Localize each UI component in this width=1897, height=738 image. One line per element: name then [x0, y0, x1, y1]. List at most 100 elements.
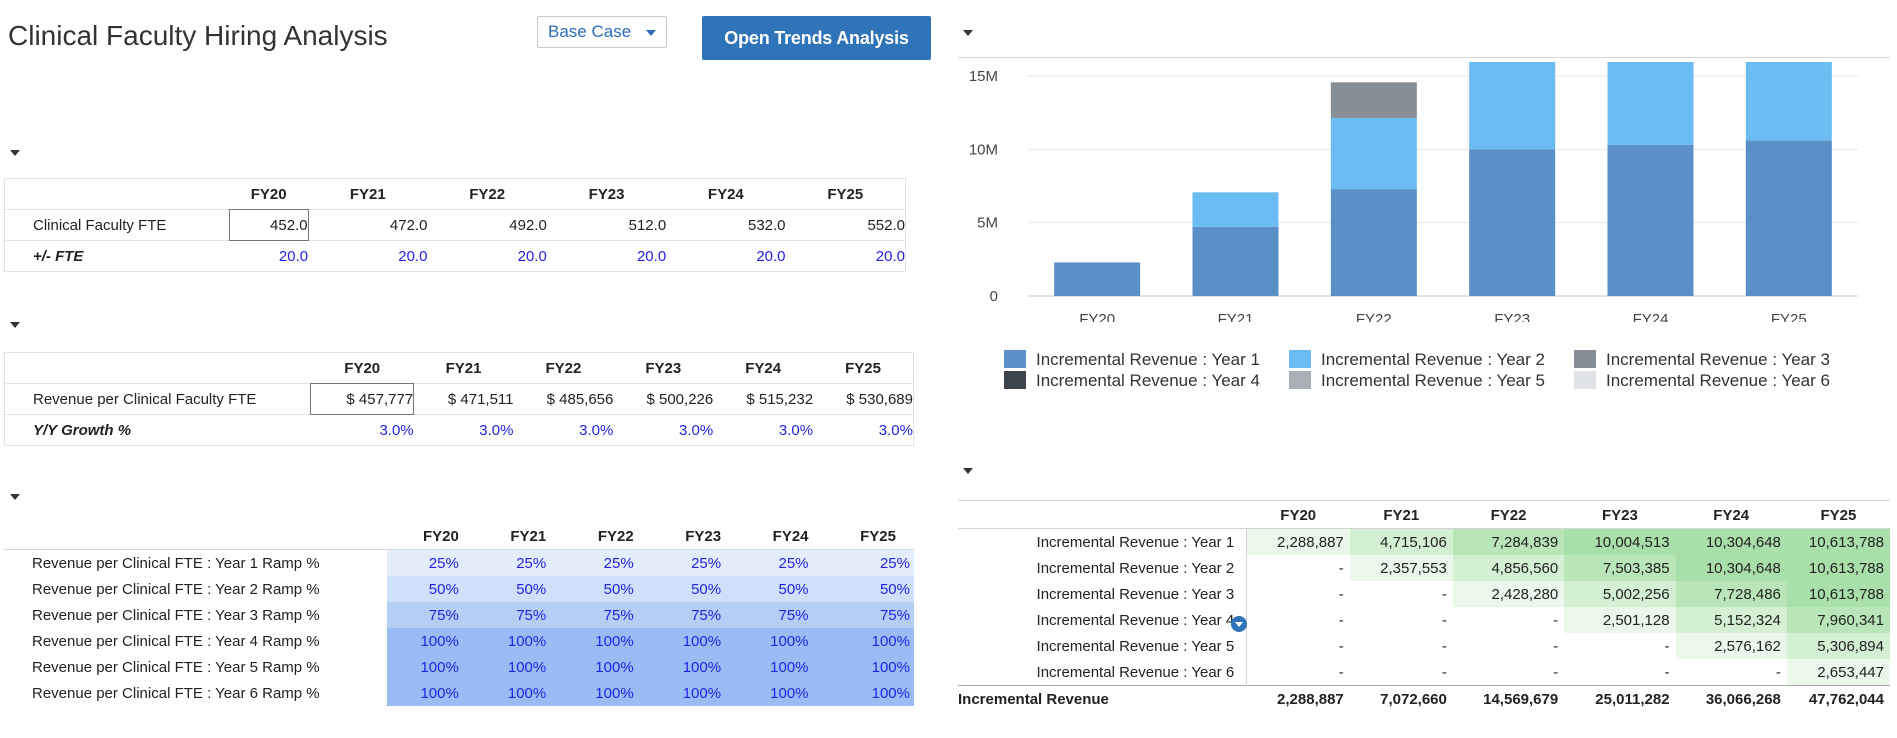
ramp-cell[interactable]: 25%	[808, 549, 914, 576]
ramp-cell[interactable]: 100%	[721, 628, 809, 654]
ramp-header-year: FY24	[772, 527, 809, 545]
ramp-cell[interactable]: 100%	[387, 628, 459, 654]
ramp-cell[interactable]: 50%	[808, 576, 914, 602]
ramp-cell[interactable]: 100%	[546, 654, 634, 680]
bar-segment[interactable]	[1607, 62, 1694, 145]
ramp-cell[interactable]: 25%	[721, 549, 809, 576]
bar-segment[interactable]	[1054, 262, 1141, 296]
revenue-cell[interactable]: $ 515,232	[746, 390, 814, 408]
revenue-cell[interactable]: $ 485,656	[546, 390, 614, 408]
fte-change-cell[interactable]: 20.0	[875, 247, 905, 265]
ramp-cell[interactable]: 100%	[808, 654, 914, 680]
table-row: Revenue per Clinical FTE : Year 4 Ramp %…	[4, 628, 914, 654]
legend-item[interactable]: Incremental Revenue : Year 2	[1289, 350, 1545, 370]
fte-change-cell[interactable]: 20.0	[756, 247, 786, 265]
fte-cell[interactable]: 472.0	[389, 216, 428, 234]
ramp-cell[interactable]: 100%	[458, 680, 547, 706]
fte-cell[interactable]: 512.0	[628, 216, 667, 234]
collapse-chart-section-icon[interactable]	[963, 30, 973, 36]
revenue-input-cell[interactable]: $ 457,777	[310, 383, 415, 415]
ramp-cell[interactable]: 100%	[633, 680, 722, 706]
fte-cell[interactable]: 552.0	[867, 216, 905, 234]
revenue-cell[interactable]: $ 471,511	[447, 390, 514, 408]
incremental-cell: -	[1553, 637, 1559, 655]
ramp-cell[interactable]: 100%	[808, 628, 914, 654]
ramp-cell[interactable]: 100%	[808, 680, 914, 706]
ramp-cell[interactable]: 100%	[546, 628, 634, 654]
collapse-ramp-section-icon[interactable]	[10, 494, 20, 500]
bar-segment[interactable]	[1469, 62, 1556, 150]
incremental-cell: -	[1246, 581, 1350, 607]
collapse-revenue-section-icon[interactable]	[10, 322, 20, 328]
ramp-cell[interactable]: 75%	[546, 602, 634, 628]
scenario-dropdown[interactable]: Base Case	[537, 16, 667, 48]
ramp-cell[interactable]: 100%	[546, 680, 634, 706]
revenue-cell[interactable]: $ 500,226	[646, 390, 714, 408]
ramp-cell[interactable]: 25%	[387, 549, 459, 576]
ramp-cell[interactable]: 50%	[458, 576, 547, 602]
open-trends-analysis-button[interactable]: Open Trends Analysis	[702, 16, 931, 60]
legend-item[interactable]: Incremental Revenue : Year 1	[1004, 350, 1260, 370]
ramp-cell[interactable]: 100%	[458, 654, 547, 680]
collapse-fte-section-icon[interactable]	[10, 150, 20, 156]
bar-segment[interactable]	[1330, 117, 1417, 190]
ramp-cell[interactable]: 50%	[546, 576, 634, 602]
fte-change-cell[interactable]: 20.0	[278, 247, 309, 265]
ramp-cell[interactable]: 50%	[387, 576, 459, 602]
row-label: Incremental Revenue : Year 5	[1036, 637, 1235, 655]
ramp-cell[interactable]: 75%	[808, 602, 914, 628]
bar-segment[interactable]	[1330, 82, 1417, 118]
revenue-cell[interactable]: $ 530,689	[846, 390, 913, 408]
table-row: Incremental Revenue : Year 1 2,288,887 4,7…	[958, 528, 1890, 555]
bar-segment[interactable]	[1330, 189, 1417, 296]
revenue-table: FY20 FY21 FY22 FY23 FY24 FY25 Revenue pe…	[4, 352, 914, 446]
fte-change-cell[interactable]: 20.0	[517, 247, 547, 265]
collapse-incremental-section-icon[interactable]	[963, 468, 973, 474]
total-label: Incremental Revenue	[958, 690, 1109, 708]
ramp-cell[interactable]: 100%	[721, 680, 809, 706]
fte-change-cell[interactable]: 20.0	[636, 247, 667, 265]
growth-cell[interactable]: 3.0%	[479, 421, 514, 439]
fte-input-cell[interactable]: 452.0	[228, 209, 309, 241]
ramp-cell[interactable]: 100%	[458, 628, 547, 654]
bar-segment[interactable]	[1192, 226, 1279, 296]
growth-cell[interactable]: 3.0%	[778, 421, 814, 439]
ramp-cell[interactable]: 25%	[458, 549, 547, 576]
fte-cell[interactable]: 492.0	[509, 216, 547, 234]
ramp-cell[interactable]: 25%	[633, 549, 722, 576]
ramp-cell[interactable]: 100%	[387, 680, 459, 706]
legend-item[interactable]: Incremental Revenue : Year 5	[1289, 371, 1545, 391]
legend-item[interactable]: Incremental Revenue : Year 4	[1004, 371, 1260, 391]
incremental-cell: 7,503,385	[1564, 555, 1676, 581]
x-tick-label: FY24	[1633, 311, 1669, 322]
fte-change-cell[interactable]: 20.0	[398, 247, 428, 265]
ramp-cell[interactable]: 100%	[633, 654, 722, 680]
bar-segment[interactable]	[1745, 140, 1832, 296]
ramp-cell[interactable]: 25%	[546, 549, 634, 576]
bar-segment[interactable]	[1192, 192, 1279, 227]
growth-cell[interactable]: 3.0%	[579, 421, 614, 439]
ramp-cell[interactable]: 75%	[633, 602, 722, 628]
ramp-cell[interactable]: 100%	[633, 628, 722, 654]
bar-segment[interactable]	[1607, 144, 1694, 296]
ramp-cell[interactable]: 75%	[387, 602, 459, 628]
legend-item[interactable]: Incremental Revenue : Year 3	[1574, 350, 1830, 370]
ramp-cell[interactable]: 100%	[721, 654, 809, 680]
fte-header-year: FY24	[707, 185, 744, 203]
ramp-cell[interactable]: 100%	[387, 654, 459, 680]
table-row: Incremental Revenue : Year 5- - - -2,576,16…	[958, 633, 1890, 659]
ramp-cell[interactable]: 75%	[721, 602, 809, 628]
growth-cell[interactable]: 3.0%	[878, 421, 913, 439]
fte-cell[interactable]: 532.0	[747, 216, 786, 234]
legend-item[interactable]: Incremental Revenue : Year 6	[1574, 371, 1830, 391]
ramp-cell[interactable]: 50%	[633, 576, 722, 602]
scroll-down-icon[interactable]	[1231, 616, 1247, 632]
growth-cell[interactable]: 3.0%	[379, 421, 414, 439]
ramp-cell[interactable]: 75%	[458, 602, 547, 628]
ramp-cell[interactable]: 50%	[721, 576, 809, 602]
legend-swatch	[1289, 350, 1311, 368]
table-row: +/- FTE 20.0 20.0 20.0 20.0 20.0 20.0	[4, 240, 906, 272]
bar-segment[interactable]	[1745, 62, 1832, 141]
bar-segment[interactable]	[1469, 149, 1556, 296]
growth-cell[interactable]: 3.0%	[679, 421, 714, 439]
